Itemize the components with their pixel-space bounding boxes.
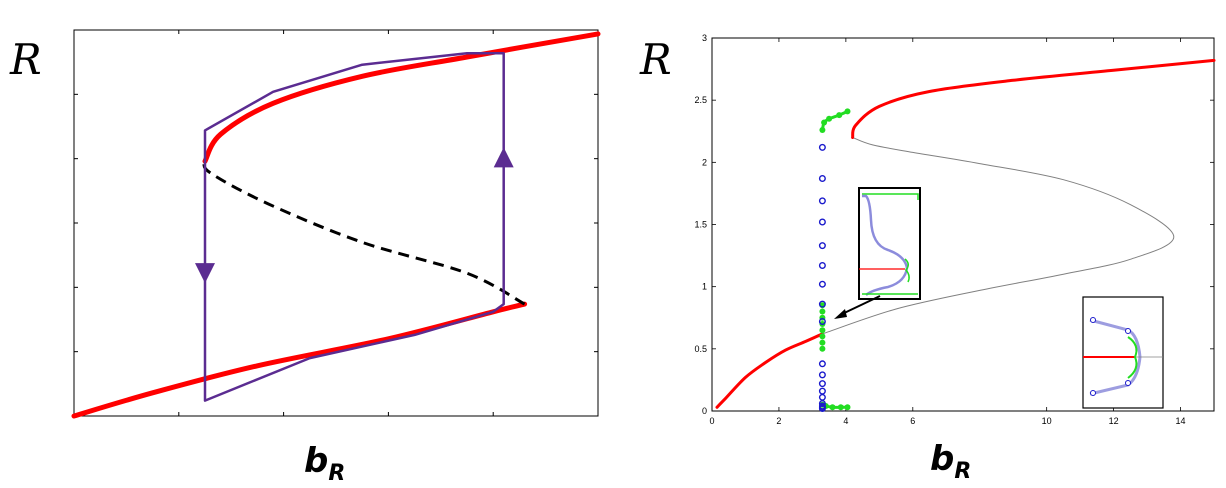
left-x-axis-label-sub: R [328, 461, 345, 486]
right-y-tick-label: 2.5 [694, 95, 707, 105]
left-stable-lower-branch [71, 301, 528, 419]
right-tick-marks: 0 2 4 6 10 12 14 0 0.5 1 1.5 2 2.5 3 [694, 33, 1214, 426]
right-period-marker [818, 405, 826, 413]
right-y-tick-label: 1 [702, 282, 707, 292]
left-panel: R bR [9, 29, 601, 486]
right-period-marker [818, 280, 826, 288]
right-period-marker [818, 387, 826, 395]
right-oscillation-middle-point [819, 345, 826, 352]
left-arrow-up [493, 147, 514, 168]
right-curves [715, 58, 1216, 413]
right-period-marker [818, 218, 826, 226]
right-period-marker [818, 402, 826, 410]
right-x-tick-label: 0 [709, 416, 714, 426]
left-tick-marks [74, 30, 598, 416]
right-period-marker [818, 318, 826, 326]
right-x-tick-label: 4 [843, 416, 848, 426]
left-unstable-branch [202, 160, 526, 306]
left-arrow-down [195, 263, 215, 284]
inset-1-green-top [862, 193, 919, 200]
inset-2-marker [1090, 390, 1096, 396]
right-period-marker [818, 174, 826, 182]
right-y-tick-label: 3 [702, 33, 707, 43]
right-period-marker [818, 197, 826, 205]
inset-1-blue-profile [862, 194, 909, 296]
right-y-tick-label: 0 [702, 406, 707, 416]
inset-1-green-profile [904, 258, 910, 283]
right-y-tick-label: 1.5 [694, 220, 707, 230]
right-oscillation-min-curve [821, 403, 848, 409]
left-stable-upper-branch [202, 31, 601, 164]
right-stable-lower-branch [715, 332, 824, 409]
inset-pointer-line [839, 295, 881, 316]
right-period-marker [818, 371, 826, 379]
left-x-axis-label-main: b [304, 441, 328, 481]
left-plot-frame [73, 29, 599, 417]
right-period-marker [818, 393, 826, 401]
right-oscillation-middle-point [819, 333, 826, 340]
right-x-axis-label-sub: R [954, 459, 971, 484]
right-period-marker [818, 262, 826, 270]
right-y-tick-label: 0.5 [694, 344, 707, 354]
right-y-tick-label: 2 [702, 157, 707, 167]
right-period-marker [818, 380, 826, 388]
inset-2-marker [1125, 328, 1131, 334]
right-x-tick-label: 14 [1176, 416, 1186, 426]
right-oscillation-middle-point [819, 339, 826, 346]
inset-2-frame [1082, 296, 1164, 409]
right-oscillation-max-curve [820, 110, 849, 131]
right-x-axis-label: bR [930, 439, 971, 484]
right-stable-upper-branch [851, 58, 1216, 139]
right-period-marker [818, 143, 826, 151]
inset-profile-oscillation [858, 187, 921, 300]
left-curves [71, 31, 601, 419]
inset-2-marker [1090, 317, 1096, 323]
inset-2-marker [1125, 380, 1131, 386]
right-oscillation-middle-point [819, 308, 826, 315]
right-period-marker [818, 360, 826, 368]
right-x-tick-label: 6 [910, 416, 915, 426]
left-hysteresis-loop [203, 51, 505, 402]
inset-2-green-profile [1127, 336, 1138, 379]
right-unstable-branch [822, 137, 1175, 335]
inset-pointer-arrowhead [834, 309, 847, 319]
right-x-axis-label-main: b [930, 439, 954, 479]
right-y-axis-label: R [639, 35, 672, 84]
right-x-tick-label: 2 [776, 416, 781, 426]
right-oscillation-middle-point [819, 327, 826, 334]
inset-profile-stable [1082, 296, 1164, 409]
left-x-axis-label: bR [304, 441, 345, 486]
left-y-axis-label: R [9, 35, 42, 84]
right-period-marker [818, 242, 826, 250]
right-period-marker [818, 300, 826, 308]
right-x-tick-label: 12 [1109, 416, 1119, 426]
right-x-tick-label: 10 [1042, 416, 1052, 426]
